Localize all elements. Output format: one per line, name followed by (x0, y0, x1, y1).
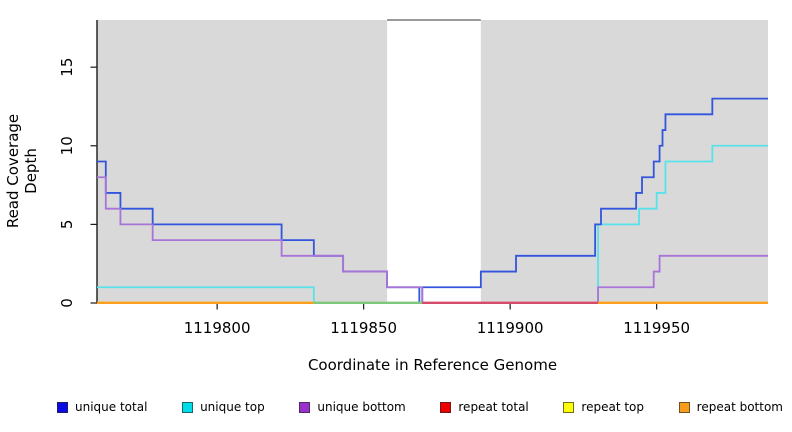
legend-label: repeat total (458, 400, 529, 414)
legend: unique total unique top unique bottom repea… (57, 398, 783, 416)
x-tick-label: 1119950 (623, 319, 690, 337)
y-tick-label: 10 (58, 136, 76, 155)
shaded-region (480, 20, 768, 303)
legend-item-unique-top: unique top (182, 400, 265, 414)
x-tick-label: 1119800 (184, 319, 251, 337)
y-tick-label: 0 (58, 298, 76, 308)
legend-item-repeat-top: repeat top (563, 400, 644, 414)
coverage-plot: 1119800 1119850 1119900 1119950 0 5 10 15 (58, 19, 768, 337)
legend-label: unique bottom (317, 400, 406, 414)
legend-item-unique-bottom: unique bottom (299, 400, 406, 414)
y-axis-title: Read Coverage Depth (4, 113, 40, 229)
series-unique-total (97, 97, 768, 304)
legend-swatch-icon (182, 401, 194, 413)
legend-swatch-icon (440, 401, 452, 413)
legend-label: repeat top (581, 400, 645, 414)
x-tick-label: 1119850 (330, 319, 397, 337)
y-tick-label: 15 (58, 58, 76, 77)
legend-swatch-icon (57, 401, 68, 413)
series-unique-bottom (97, 176, 768, 304)
legend-item-repeat-total: repeat total (440, 400, 529, 414)
legend-label: unique top (200, 400, 265, 414)
legend-swatch-icon (563, 401, 575, 413)
legend-label: unique total (75, 400, 148, 414)
y-tick-label: 5 (58, 220, 76, 230)
legend-swatch-icon (678, 401, 690, 413)
legend-swatch-icon (299, 401, 311, 413)
legend-item-repeat-bottom: repeat bottom (678, 400, 783, 414)
legend-label: repeat bottom (696, 400, 783, 414)
legend-item-unique-total: unique total (57, 400, 147, 414)
x-tick-label: 1119900 (477, 319, 544, 337)
x-axis-title: Coordinate in Reference Genome (307, 356, 558, 374)
